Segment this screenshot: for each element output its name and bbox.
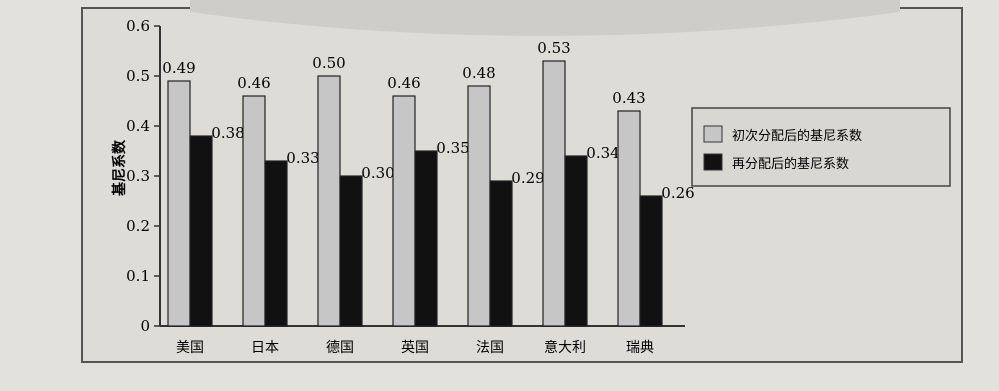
bar-redistribution: [264, 160, 288, 327]
legend-swatch-redistribution: [703, 153, 723, 171]
y-tick-label: 0.5: [126, 67, 150, 85]
bar-initial: [467, 85, 491, 327]
legend-label-redistribution: 再分配后的基尼系数: [732, 156, 849, 172]
data-label: 0.29: [511, 169, 544, 187]
y-tick-label: 0.6: [126, 17, 150, 35]
bar-initial: [392, 95, 416, 327]
data-label: 0.46: [237, 74, 270, 92]
bars-group: 0.49 0.38 0.46 0.33 0.50 0.30 0.46 0.35 0.48 0.29…: [162, 39, 695, 327]
data-label: 0.50: [312, 54, 345, 72]
legend-box: [691, 107, 951, 187]
y-tick-label: 0.2: [126, 217, 150, 235]
y-tick-label: 0.4: [126, 117, 150, 135]
bar-initial: [542, 60, 566, 327]
legend-label-initial: 初次分配后的基尼系数: [732, 128, 862, 144]
y-tick-group: 0 0.1 0.2 0.3 0.4 0.5 0.6: [126, 17, 160, 335]
x-tick-label: 意大利: [544, 339, 586, 356]
x-label-group: 美国 日本 德国 英国 法国 意大利 瑞典: [176, 339, 654, 356]
x-tick-label: 瑞典: [626, 340, 654, 356]
y-tick-label: 0.1: [126, 267, 150, 285]
y-axis-title: 基尼系数: [111, 139, 128, 196]
y-tick-label: 0: [140, 317, 150, 335]
bar-redistribution: [564, 155, 588, 327]
bar-initial: [317, 75, 341, 327]
x-tick-label: 美国: [176, 340, 204, 356]
bar-redistribution: [339, 175, 363, 327]
legend: 初次分配后的基尼系数 再分配后的基尼系数: [691, 107, 951, 187]
x-tick-label: 法国: [476, 340, 504, 356]
data-label: 0.53: [537, 39, 570, 57]
data-label: 0.33: [286, 149, 319, 167]
x-tick-label: 英国: [401, 339, 429, 356]
data-label: 0.38: [211, 124, 244, 142]
bar-redistribution: [189, 135, 213, 327]
data-label: 0.43: [612, 89, 645, 107]
bar-redistribution: [414, 150, 438, 327]
data-label: 0.49: [162, 59, 195, 77]
legend-swatch-initial: [703, 125, 723, 143]
bar-initial: [617, 110, 641, 327]
title-strip: [190, 0, 900, 36]
bar-initial: [242, 95, 266, 327]
data-label: 0.46: [387, 74, 420, 92]
y-tick-label: 0.3: [126, 167, 150, 185]
bar-initial: [167, 80, 191, 327]
x-tick-label: 德国: [326, 340, 354, 356]
data-label: 0.35: [436, 139, 469, 157]
data-label: 0.26: [661, 184, 694, 202]
bar-redistribution: [489, 180, 513, 327]
data-label: 0.48: [462, 64, 495, 82]
data-label: 0.34: [586, 144, 619, 162]
x-tick-label: 日本: [251, 340, 279, 356]
bar-redistribution: [639, 195, 663, 327]
data-label: 0.30: [361, 164, 394, 182]
